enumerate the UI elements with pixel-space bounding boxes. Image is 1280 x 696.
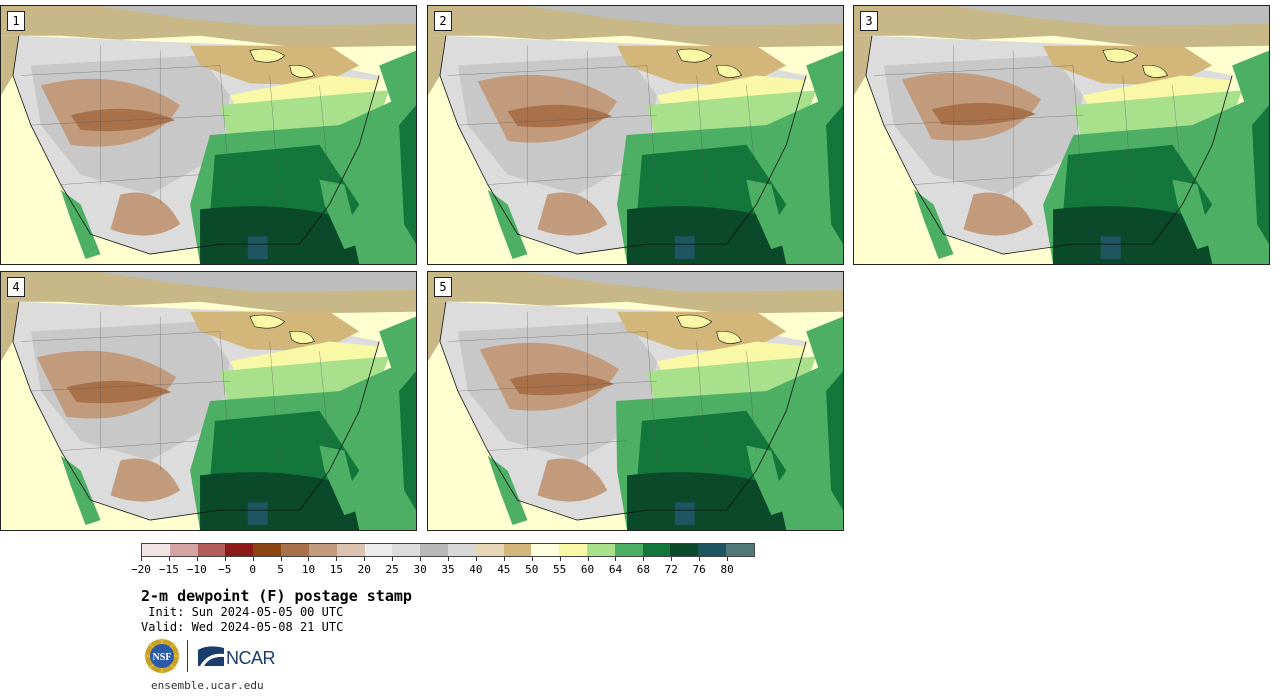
colorbar-tick-label: 72 (664, 563, 678, 576)
dewpoint-map-4 (1, 272, 416, 530)
colorbar-tick-label: −15 (158, 563, 179, 576)
ncar-logo-icon (198, 646, 224, 666)
colorbar-tick (308, 557, 310, 561)
ensemble-member-panel-5[interactable]: 5 (427, 271, 844, 531)
valid-time: Valid: Wed 2024-05-08 21 UTC (141, 620, 344, 634)
member-label-5: 5 (434, 277, 452, 297)
ensemble-member-panel-4[interactable]: 4 (0, 271, 417, 531)
colorbar-tick (615, 557, 617, 561)
colorbar-swatch (253, 544, 282, 556)
colorbar-tick (671, 557, 673, 561)
colorbar-tick-label: 15 (329, 563, 343, 576)
colorbar-swatch (142, 544, 170, 556)
colorbar-swatch (670, 544, 699, 556)
colorbar-tick (643, 557, 645, 561)
colorbar-swatch (726, 544, 754, 556)
colorbar-swatch (420, 544, 448, 556)
colorbar-tick (475, 557, 477, 561)
colorbar-tick-label: 5 (277, 563, 284, 576)
colorbar-tick-label: −5 (218, 563, 232, 576)
colorbar-tick-label: 68 (636, 563, 650, 576)
colorbar-tick-label: 0 (249, 563, 256, 576)
colorbar-tick-label: 40 (469, 563, 483, 576)
member-label-1: 1 (7, 11, 25, 31)
colorbar-swatch (281, 544, 309, 556)
colorbar-tick (699, 557, 701, 561)
colorbar-tick-label: 60 (580, 563, 595, 576)
colorbar-tick-label: 55 (553, 563, 567, 576)
colorbar-tick (503, 557, 505, 561)
plot-title: 2-m dewpoint (F) postage stamp (141, 587, 412, 605)
colorbar-tick-label: 35 (441, 563, 455, 576)
colorbar-tick (196, 557, 198, 561)
colorbar-tick (224, 557, 226, 561)
colorbar-swatch (698, 544, 727, 556)
colorbar-tick (141, 557, 142, 561)
colorbar-tick-label: 20 (357, 563, 371, 576)
init-time: Init: Sun 2024-05-05 00 UTC (141, 605, 344, 619)
colorbar-swatch (392, 544, 421, 556)
colorbar-swatch (364, 544, 393, 556)
colorbar-swatch (308, 544, 337, 556)
colorbar-tick-label: 30 (413, 563, 427, 576)
colorbar-swatch (642, 544, 671, 556)
dewpoint-colorbar (141, 543, 755, 557)
sponsor-logos: NSF NCAR (144, 638, 284, 674)
dewpoint-map-2 (428, 6, 843, 264)
colorbar-tick (727, 557, 729, 561)
colorbar-tick-label: 76 (692, 563, 706, 576)
colorbar-swatch (531, 544, 560, 556)
ncar-logo-text: NCAR (226, 648, 276, 668)
colorbar-swatch (475, 544, 504, 556)
colorbar-tick (336, 557, 338, 561)
colorbar-tick (587, 557, 589, 561)
logo-divider (187, 640, 188, 672)
colorbar-tick (280, 557, 282, 561)
colorbar-tick (364, 557, 366, 561)
colorbar-swatch (169, 544, 198, 556)
colorbar-tick-label: 45 (497, 563, 511, 576)
ensemble-member-panel-1[interactable]: 1 (0, 5, 417, 265)
ensemble-member-panel-3[interactable]: 3 (853, 5, 1270, 265)
site-url: ensemble.ucar.edu (151, 679, 264, 692)
colorbar-tick-label: −20 (131, 563, 151, 576)
member-label-2: 2 (434, 11, 452, 31)
colorbar-tick-label: 10 (301, 563, 316, 576)
colorbar-tick (252, 557, 254, 561)
colorbar-ticks: −20 −15 −10 −5 0 5 10 15 20 25 30 35 40 45 50 55 60 64 68 7… (131, 557, 755, 579)
colorbar-swatch (614, 544, 643, 556)
colorbar-tick-label: −10 (186, 563, 207, 576)
colorbar-tick (392, 557, 394, 561)
nsf-logo-text: NSF (153, 652, 172, 663)
colorbar-swatch (336, 544, 365, 556)
colorbar-tick (531, 557, 533, 561)
colorbar-tick (448, 557, 449, 561)
colorbar-swatch (503, 544, 532, 556)
member-label-3: 3 (860, 11, 878, 31)
dewpoint-map-3 (854, 6, 1269, 264)
colorbar-swatch (225, 544, 254, 556)
dewpoint-map-5 (428, 272, 843, 530)
colorbar-swatch (587, 544, 615, 556)
colorbar-tick (168, 557, 170, 561)
colorbar-tick-label: 80 (720, 563, 734, 576)
colorbar-swatch (197, 544, 226, 556)
member-label-4: 4 (7, 277, 25, 297)
dewpoint-map-1 (1, 6, 416, 264)
colorbar-tick (559, 557, 561, 561)
colorbar-tick-label: 25 (385, 563, 399, 576)
nsf-logo-icon: NSF (144, 638, 180, 674)
colorbar-tick-label: 64 (608, 563, 623, 576)
colorbar-swatch (559, 544, 587, 556)
colorbar-tick-label: 50 (525, 563, 539, 576)
colorbar-tick (420, 557, 422, 561)
colorbar-swatch (447, 544, 476, 556)
ensemble-member-panel-2[interactable]: 2 (427, 5, 844, 265)
